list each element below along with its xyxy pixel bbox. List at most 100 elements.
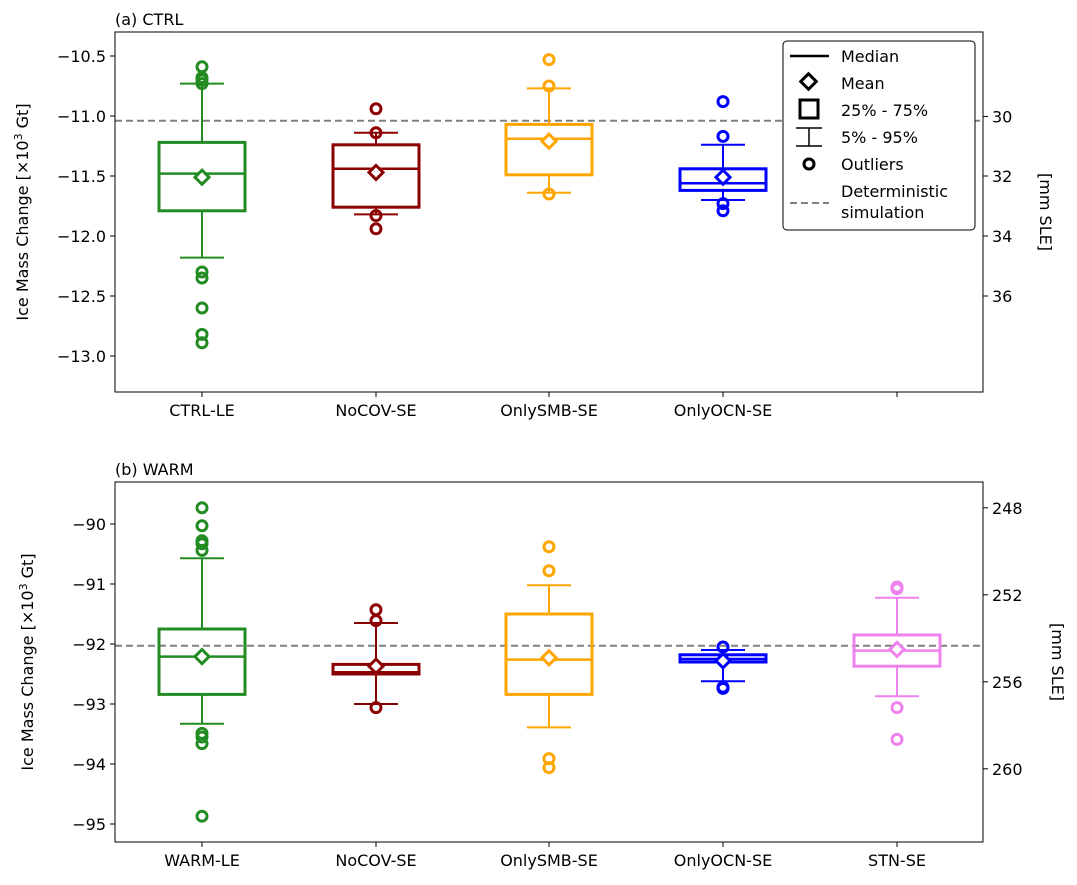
outlier-point bbox=[542, 540, 556, 554]
panel-a-title: (a) CTRL bbox=[115, 10, 183, 29]
legend: Median Mean 25% - 75% 5% - 95% Outliers … bbox=[782, 40, 976, 231]
mean-marker bbox=[366, 163, 386, 182]
outlier-point bbox=[195, 737, 209, 751]
legend-box bbox=[782, 40, 976, 231]
outlier-point bbox=[716, 197, 730, 211]
panel-b-box-onlyocn-se bbox=[678, 640, 768, 695]
outlier-point bbox=[195, 501, 209, 515]
panel-a-ytick-label: −11.5 bbox=[57, 167, 106, 186]
mean-marker bbox=[539, 132, 559, 151]
panel-b-box-onlysmb-se bbox=[504, 540, 594, 775]
panel-a-xtick-label: OnlyOCN-SE bbox=[674, 401, 772, 420]
panel-a-ylabel-right: [mm SLE] bbox=[1036, 173, 1055, 251]
panel-a-ytick-label: −12.0 bbox=[57, 227, 106, 246]
legend-whisker-label: 5% - 95% bbox=[841, 128, 918, 147]
outlier-point bbox=[195, 519, 209, 533]
outlier-point bbox=[195, 543, 209, 557]
panel-b-box-warm-le bbox=[157, 501, 247, 823]
outlier-point bbox=[369, 102, 383, 116]
outlier-point bbox=[716, 204, 730, 218]
legend-iqr-symbol bbox=[798, 98, 820, 120]
panel-b-ytick-label: −93 bbox=[72, 695, 106, 714]
outlier-point bbox=[542, 564, 556, 578]
panel-b-right-tick-label: 256 bbox=[992, 673, 1023, 692]
panel-a-right-tick-label: 30 bbox=[992, 107, 1012, 126]
panel-a-ytick-label: −10.5 bbox=[57, 47, 106, 66]
legend-mean-label: Mean bbox=[841, 74, 885, 93]
outlier-point bbox=[195, 271, 209, 285]
outlier-point bbox=[195, 327, 209, 341]
panel-a-ytick-label: −11.0 bbox=[57, 107, 106, 126]
outlier-point bbox=[890, 582, 904, 596]
iqr-box bbox=[504, 122, 594, 177]
outlier-point bbox=[195, 265, 209, 279]
iqr-box bbox=[504, 612, 594, 696]
panel-b-box-nocov-se bbox=[331, 603, 421, 715]
panel-b-frame bbox=[114, 481, 984, 843]
outlier-point bbox=[542, 187, 556, 201]
outlier-point bbox=[195, 77, 209, 91]
mean-marker bbox=[539, 648, 559, 667]
outlier-point bbox=[369, 614, 383, 628]
panel-b-xtick-label: OnlySMB-SE bbox=[500, 851, 598, 870]
panel-a-box-ctrl-le bbox=[157, 60, 247, 350]
outlier-point bbox=[542, 79, 556, 93]
legend-deterministic-label-2: simulation bbox=[841, 203, 924, 222]
panel-b-right-tick-label: 248 bbox=[992, 499, 1023, 518]
outlier-point bbox=[542, 761, 556, 775]
mean-marker bbox=[192, 647, 212, 666]
outlier-point bbox=[716, 95, 730, 109]
legend-deterministic-label-1: Deterministic bbox=[841, 182, 948, 201]
outlier-point bbox=[369, 209, 383, 223]
mean-marker bbox=[713, 651, 733, 670]
panel-b-xtick-label: OnlyOCN-SE bbox=[674, 851, 772, 870]
panel-b-ytick-label: −92 bbox=[72, 635, 106, 654]
iqr-box bbox=[331, 143, 421, 209]
panel-a-ytick-label: −13.0 bbox=[57, 347, 106, 366]
outlier-point bbox=[716, 129, 730, 143]
iqr-box bbox=[157, 627, 247, 696]
panel-b-title: (b) WARM bbox=[115, 460, 194, 479]
panel-a-plot: −13.0 −12.5 −12.0 −11.5 −11.0 −10.5 30 32 34 36 CT… bbox=[57, 47, 1012, 420]
iqr-box bbox=[157, 140, 247, 213]
panel-b-ylabel: Ice Mass Change [×103 Gt] bbox=[17, 553, 37, 770]
panel-a-right-tick-label: 36 bbox=[992, 287, 1012, 306]
outlier-point bbox=[195, 809, 209, 823]
panel-a-xtick-label: OnlySMB-SE bbox=[500, 401, 598, 420]
panel-a-right-tick-label: 32 bbox=[992, 167, 1012, 186]
panel-b-ytick-label: −91 bbox=[72, 575, 106, 594]
outlier-point bbox=[195, 730, 209, 744]
legend-iqr-label: 25% - 75% bbox=[841, 101, 928, 120]
panel-a-ctrl: (a) CTRL Ice Mass Change [×103 Gt] [mm S… bbox=[12, 10, 1055, 420]
legend-median-label: Median bbox=[841, 47, 899, 66]
panel-b-ytick-label: −95 bbox=[72, 815, 106, 834]
outlier-point bbox=[890, 732, 904, 746]
panel-b-xtick-label: NoCOV-SE bbox=[335, 851, 416, 870]
outlier-point bbox=[369, 603, 383, 617]
panel-b-box-stn-se bbox=[852, 580, 942, 746]
outlier-point bbox=[542, 53, 556, 67]
mean-marker bbox=[887, 640, 907, 659]
panel-a-ylabel: Ice Mass Change [×103 Gt] bbox=[12, 103, 32, 320]
outlier-point bbox=[369, 222, 383, 236]
mean-marker bbox=[366, 657, 386, 676]
outlier-point bbox=[369, 126, 383, 140]
outlier-point bbox=[716, 640, 730, 654]
outlier-point bbox=[195, 301, 209, 315]
legend-outliers-label: Outliers bbox=[841, 155, 904, 174]
panel-b-xtick-label: WARM-LE bbox=[164, 851, 240, 870]
mean-marker bbox=[713, 168, 733, 187]
outlier-point bbox=[195, 60, 209, 74]
panel-b-right-tick-label: 252 bbox=[992, 586, 1023, 605]
mean-marker bbox=[192, 168, 212, 187]
panel-a-ytick-label: −12.5 bbox=[57, 287, 106, 306]
legend-outlier-symbol bbox=[802, 157, 816, 171]
panel-a-frame bbox=[114, 31, 984, 393]
panel-a-box-nocov-se bbox=[331, 102, 421, 236]
outlier-point bbox=[195, 537, 209, 551]
panel-b-plot: −95 −94 −93 −92 −91 −90 248 252 256 260 WARM-LE NoC… bbox=[72, 499, 1022, 870]
panel-b-warm: (b) WARM Ice Mass Change [×103 Gt] [mm S… bbox=[17, 460, 1067, 870]
panel-a-box-onlyocn-se bbox=[678, 95, 768, 218]
panel-b-xtick-label: STN-SE bbox=[868, 851, 926, 870]
